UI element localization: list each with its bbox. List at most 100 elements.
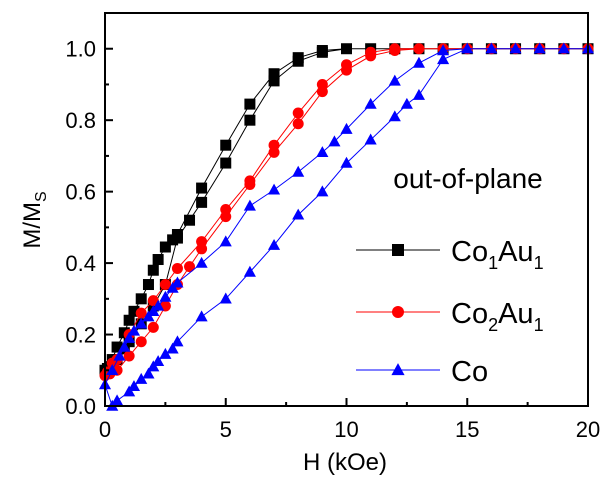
y-tick-label: 0.0 — [65, 394, 96, 419]
data-point — [268, 146, 280, 158]
data-point — [159, 290, 172, 302]
data-point — [159, 279, 171, 291]
data-point — [389, 45, 401, 57]
data-point — [147, 305, 160, 317]
legend-entry-2: Co — [356, 356, 488, 388]
data-point — [268, 183, 281, 195]
data-point — [195, 310, 208, 322]
x-tick-label: 10 — [334, 417, 358, 442]
data-point — [268, 238, 281, 250]
data-point — [316, 185, 329, 197]
data-point — [328, 135, 341, 147]
data-point — [437, 44, 450, 56]
data-point — [135, 317, 148, 329]
data-point — [412, 56, 425, 68]
data-point — [243, 265, 256, 277]
data-point — [171, 276, 184, 288]
data-point — [292, 118, 304, 130]
x-axis-title: H (kOe) — [303, 449, 387, 476]
data-point — [316, 46, 328, 58]
data-point — [113, 349, 126, 361]
data-point — [437, 53, 450, 65]
data-point — [135, 336, 147, 348]
data-point — [196, 196, 208, 208]
data-point — [292, 165, 305, 177]
x-tick-label: 5 — [220, 417, 232, 442]
data-point — [220, 157, 232, 169]
data-point — [220, 139, 232, 151]
series-1 — [99, 43, 594, 382]
data-point — [268, 75, 280, 87]
data-point — [244, 98, 256, 110]
legend-text: Co — [451, 298, 488, 330]
data-point — [123, 331, 136, 343]
data-point — [388, 74, 401, 86]
x-tick-label: 15 — [455, 417, 479, 442]
series-line — [104, 48, 588, 407]
data-point — [147, 321, 159, 333]
data-point — [159, 241, 171, 253]
data-point — [244, 114, 256, 126]
data-point — [509, 42, 522, 54]
data-point — [159, 347, 172, 359]
data-point — [118, 340, 131, 352]
legend-marker — [391, 363, 405, 376]
series-2 — [98, 42, 595, 411]
data-point — [166, 281, 179, 293]
data-point — [557, 42, 570, 54]
data-point — [128, 305, 140, 317]
data-point — [171, 335, 184, 347]
x-tick-label: 20 — [576, 417, 600, 442]
legend-label: Co — [451, 356, 488, 388]
data-point — [268, 68, 280, 80]
y-tick-label: 0.8 — [65, 108, 96, 133]
legend-text: Au — [498, 298, 533, 330]
legend-label: Co2Au1 — [451, 298, 544, 335]
data-point — [106, 364, 119, 375]
x-tick-label: 0 — [99, 417, 111, 442]
legend-marker — [392, 306, 404, 318]
data-point — [364, 133, 377, 145]
data-point — [340, 122, 353, 134]
data-point — [123, 350, 135, 362]
legend-subscript: 1 — [534, 315, 544, 335]
legend-subscript: 2 — [488, 315, 498, 335]
data-point — [244, 178, 256, 190]
data-point — [152, 254, 164, 266]
legend-marker — [392, 244, 404, 256]
legend-entry-0: Co1Au1 — [356, 236, 544, 273]
y-axis-title: M/MS — [19, 191, 50, 248]
data-point — [152, 355, 165, 367]
data-point — [142, 279, 154, 291]
y-tick-label: 0.2 — [65, 323, 96, 348]
data-point — [195, 256, 208, 268]
data-layer — [98, 42, 595, 411]
annotation-label: out-of-plane — [393, 163, 542, 194]
data-point — [171, 232, 183, 244]
y-tick-label: 0.6 — [65, 180, 96, 205]
data-point — [184, 261, 196, 273]
data-point — [196, 243, 208, 255]
data-point — [147, 295, 159, 307]
data-point — [243, 199, 256, 211]
data-point — [316, 146, 329, 158]
data-point — [219, 292, 232, 304]
data-point — [341, 43, 352, 55]
data-point — [364, 97, 377, 109]
legend-text: Co — [451, 236, 488, 268]
data-point — [340, 156, 353, 168]
data-point — [400, 97, 413, 109]
data-point — [196, 182, 208, 194]
data-point — [166, 342, 179, 354]
legend-subscript: 1 — [488, 253, 498, 273]
data-point — [147, 264, 159, 276]
axis-ticks: 0 5 10 15 20 0.0 0.2 0.4 0.6 0.8 1.0 — [65, 12, 600, 442]
data-point — [292, 55, 304, 67]
data-point — [111, 341, 123, 353]
data-point — [292, 208, 305, 220]
data-point — [127, 324, 141, 336]
data-point — [485, 42, 498, 54]
data-point — [316, 86, 328, 98]
data-point — [292, 107, 304, 119]
